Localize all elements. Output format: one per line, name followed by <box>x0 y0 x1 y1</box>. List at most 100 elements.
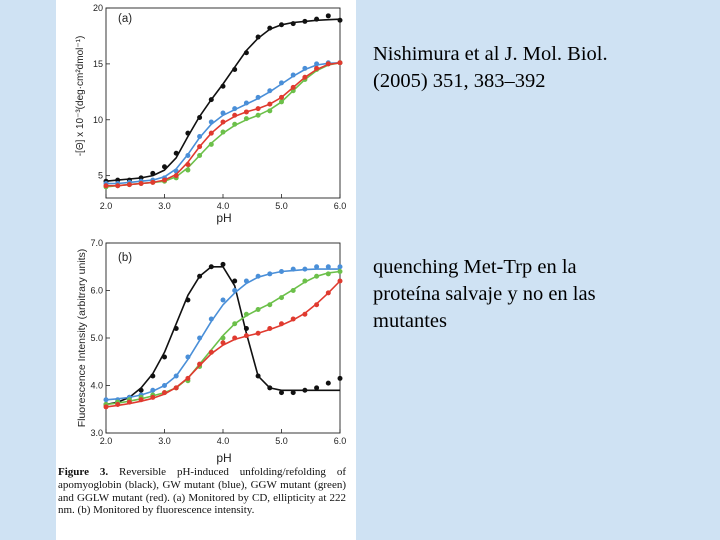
chart-a-apomyoglobin-point <box>325 13 331 19</box>
chart-a-apomyoglobin-point <box>267 25 273 31</box>
chart-b-gglw-mutant-point <box>255 330 261 336</box>
chart-b-apomyoglobin-point <box>138 387 144 393</box>
chart-b-gw-mutant-fit-line <box>105 268 340 401</box>
chart-b-gglw-mutant-point <box>126 399 132 405</box>
chart-b-apomyoglobin-point <box>243 326 249 331</box>
chart-a-apomyoglobin-point <box>162 164 167 170</box>
chart-a-gglw-mutant-point <box>255 106 261 112</box>
chart-a-gw-mutant-point <box>232 106 238 112</box>
chart-a-xlabel: pH <box>216 211 231 225</box>
note-text: quenching Met-Trp en la proteína salvaje… <box>373 254 693 335</box>
chart-a: (a) pH -[Θ] x 10⁻³(deg·cm²dmol⁻¹) 2.0 3.0… <box>75 3 346 225</box>
figure-plots: (a) pH -[Θ] x 10⁻³(deg·cm²dmol⁻¹) 2.0 3.0… <box>75 3 346 465</box>
chart-a-apomyoglobin-point <box>290 21 296 27</box>
chart-a-gglw-mutant-point <box>302 74 308 80</box>
chart-b-gglw-mutant-point <box>220 340 226 346</box>
chart-b-gw-mutant-point <box>232 288 238 293</box>
chart-a-gglw-mutant-point <box>290 84 296 90</box>
chart-a-ylabel: -[Θ] x 10⁻³(deg·cm²dmol⁻¹) <box>75 36 86 157</box>
chart-b-xtick-label: 5.0 <box>275 436 288 446</box>
chart-a-apomyoglobin-point <box>208 97 214 103</box>
chart-a-ggw-mutant-point <box>185 167 191 173</box>
chart-a-gglw-mutant-point <box>232 112 238 118</box>
chart-b-gw-mutant-point <box>290 266 296 272</box>
chart-b-ggw-mutant-point <box>302 278 308 284</box>
chart-b-gw-mutant-point <box>197 335 203 341</box>
chart-b-gw-mutant-point <box>208 316 214 322</box>
chart-a-ytick-label: 10 <box>93 115 103 125</box>
chart-b-ytick-label: 7.0 <box>90 238 103 248</box>
chart-b-ggw-mutant-point <box>290 288 296 293</box>
chart-a-gglw-mutant-point <box>337 60 343 66</box>
chart-a-gglw-mutant-point <box>197 144 203 150</box>
chart-a-ytick-label: 20 <box>93 3 103 13</box>
chart-b-gglw-mutant-point <box>314 302 320 308</box>
chart-b-xtick-label: 2.0 <box>100 436 113 446</box>
chart-a-ytick-label: 15 <box>93 59 103 69</box>
chart-b-apomyoglobin-point <box>173 326 179 331</box>
chart-a-gglw-mutant-point <box>208 130 214 136</box>
chart-a-apomyoglobin-point <box>279 22 284 28</box>
chart-a-apomyoglobin-point <box>255 34 261 40</box>
chart-a-gglw-mutant-point <box>103 183 109 189</box>
chart-a-gglw-mutant-point <box>115 183 121 189</box>
chart-b-gw-mutant-point <box>314 264 320 270</box>
chart-a-ggw-mutant-point <box>243 116 249 122</box>
chart-b-gw-mutant-point <box>255 273 261 279</box>
chart-b-apomyoglobin-point <box>337 375 343 381</box>
chart-b-apomyoglobin-point <box>302 387 308 393</box>
chart-b-apomyoglobin-point <box>150 373 156 379</box>
note-line-2: proteína salvaje y no en las <box>373 283 596 305</box>
figure-caption-text: Reversible pH-induced unfolding/refoldin… <box>58 466 346 517</box>
chart-b-apomyoglobin-point <box>162 354 167 360</box>
chart-a-apomyoglobin-point <box>185 130 191 136</box>
chart-a-gw-mutant-point <box>197 134 203 140</box>
chart-b-gglw-mutant-point <box>208 349 214 355</box>
chart-a-gw-mutant-point <box>314 61 320 67</box>
chart-b-ggw-mutant-point <box>314 273 320 279</box>
chart-b-gglw-mutant-point <box>197 361 203 367</box>
chart-b: (b) pH Fluorescence Intensity (arbitrary… <box>76 238 346 465</box>
chart-b-gglw-mutant-point <box>290 316 296 322</box>
citation-line-2: (2005) 351, 383–392 <box>373 70 546 92</box>
chart-a-gw-mutant-point <box>185 153 191 159</box>
chart-a-ggw-mutant-point <box>267 108 273 114</box>
chart-b-ggw-mutant-point <box>337 269 343 274</box>
chart-b-ggw-mutant-point <box>232 321 238 327</box>
chart-a-gglw-mutant-point <box>185 161 191 167</box>
chart-b-gw-mutant-point <box>162 383 167 388</box>
chart-b-ytick-label: 5.0 <box>90 333 103 343</box>
chart-a-gw-mutant-point <box>243 100 249 106</box>
chart-a-ggw-mutant-point <box>255 112 261 118</box>
chart-a-gglw-mutant-point <box>173 173 179 179</box>
chart-b-gglw-mutant-point <box>103 404 109 410</box>
chart-b-gglw-mutant-point <box>325 290 331 296</box>
chart-b-gglw-mutant-point <box>150 394 156 400</box>
citation-text: Nishimura et al J. Mol. Biol. (2005) 351… <box>373 41 693 95</box>
chart-b-apomyoglobin-point <box>255 373 261 379</box>
chart-a-apomyoglobin-point <box>243 50 249 56</box>
figure-caption-label: Figure 3. <box>58 466 109 478</box>
chart-a-ytick-label: 5 <box>98 171 103 181</box>
chart-b-gglw-mutant-point <box>302 311 308 317</box>
figure-panel: (a) pH -[Θ] x 10⁻³(deg·cm²dmol⁻¹) 2.0 3.0… <box>56 0 356 540</box>
chart-a-gglw-mutant-point <box>150 179 156 185</box>
chart-a-gglw-mutant-point <box>314 65 320 71</box>
chart-b-ggw-mutant-point <box>267 302 273 308</box>
chart-a-gglw-mutant-point <box>243 109 249 115</box>
chart-b-gglw-mutant-point <box>173 385 179 391</box>
chart-a-panel-label: (a) <box>118 13 132 25</box>
chart-b-gw-mutant-point <box>337 264 343 270</box>
chart-b-gglw-mutant-point <box>337 278 343 284</box>
chart-a-xtick-label: 3.0 <box>158 201 171 211</box>
chart-b-apomyoglobin-point <box>232 278 238 284</box>
chart-a-ggw-mutant-point <box>197 153 203 159</box>
chart-a-xtick-label: 5.0 <box>275 201 288 211</box>
chart-a-apomyoglobin-point <box>337 17 343 23</box>
chart-b-gw-mutant-point <box>220 297 226 303</box>
chart-b-ytick-label: 6.0 <box>90 286 103 296</box>
chart-b-gw-mutant-point <box>185 354 191 360</box>
chart-b-ggw-mutant-point <box>255 307 261 312</box>
chart-b-gglw-mutant-point <box>243 333 249 339</box>
chart-a-gglw-mutant-point <box>325 61 331 67</box>
